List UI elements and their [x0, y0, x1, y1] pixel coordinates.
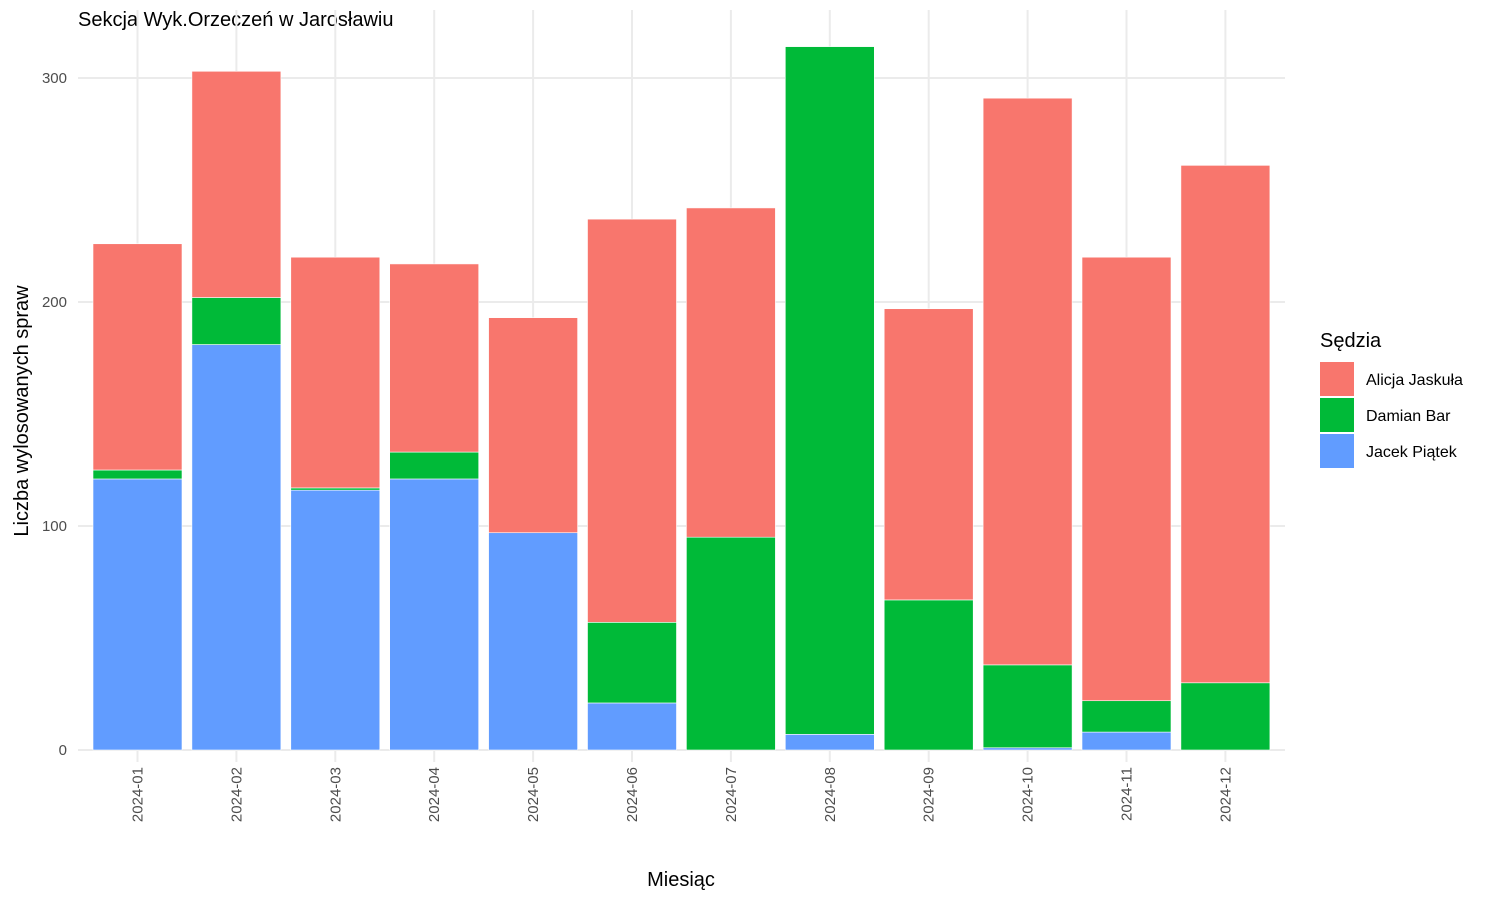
legend-label-2: Jacek Piątek — [1366, 444, 1458, 461]
bar-2024-02-series-0 — [191, 344, 282, 751]
x-tick-label-6: 2024-07 — [723, 767, 740, 822]
bars — [92, 46, 1271, 751]
bar-2024-11-series-0 — [1081, 731, 1172, 751]
bar-2024-01-series-1 — [92, 469, 183, 480]
bar-2024-05-series-2 — [488, 317, 578, 534]
legend-key-2 — [1320, 434, 1354, 468]
bar-2024-02-series-1 — [191, 297, 282, 345]
bar-2024-06-series-2 — [587, 218, 677, 623]
bar-2024-11-series-1 — [1081, 700, 1172, 733]
legend-label-0: Alicja Jaskuła — [1366, 372, 1463, 389]
bar-2024-02-series-2 — [191, 70, 282, 298]
bar-2024-10-series-2 — [982, 97, 1073, 666]
x-tick-label-11: 2024-12 — [1217, 767, 1234, 822]
bar-2024-04-series-1 — [389, 451, 480, 480]
legend-label-1: Damian Bar — [1366, 408, 1451, 425]
x-tick-label-9: 2024-10 — [1020, 767, 1037, 822]
bar-2024-10-series-1 — [982, 664, 1073, 749]
legend: Sędzia Alicja Jaskuła Damian Bar Jacek Pią… — [1320, 330, 1463, 468]
bar-2024-04-series-2 — [389, 263, 480, 453]
y-axis-ticks: 0 100 200 300 — [42, 70, 67, 759]
bar-2024-09-series-2 — [883, 308, 974, 601]
legend-key-0 — [1320, 362, 1354, 396]
x-tick-label-3: 2024-04 — [426, 767, 443, 822]
bar-2024-08-series-0 — [784, 734, 875, 751]
bar-2024-10-series-0 — [982, 747, 1073, 751]
bar-2024-11-series-2 — [1081, 256, 1172, 702]
y-tick-label-3: 300 — [42, 70, 67, 87]
legend-key-1 — [1320, 398, 1354, 432]
y-tick-label-0: 0 — [59, 742, 67, 759]
bar-2024-06-series-0 — [587, 702, 677, 751]
x-tick-label-4: 2024-05 — [525, 767, 542, 822]
x-tick-label-7: 2024-08 — [822, 767, 839, 822]
bar-2024-01-series-2 — [92, 243, 183, 471]
bar-2024-08-series-1 — [784, 46, 875, 735]
bar-2024-07-series-1 — [686, 536, 776, 751]
bar-2024-05-series-0 — [488, 532, 578, 751]
x-tick-label-1: 2024-02 — [228, 767, 245, 822]
x-tick-label-0: 2024-01 — [130, 767, 147, 822]
bar-2024-01-series-0 — [92, 478, 183, 751]
x-tick-label-10: 2024-11 — [1119, 767, 1136, 821]
bar-2024-06-series-1 — [587, 622, 677, 704]
x-tick-label-2: 2024-03 — [327, 767, 344, 822]
x-axis-title: Miesiąc — [647, 869, 715, 891]
bar-2024-04-series-0 — [389, 478, 480, 751]
x-tick-label-8: 2024-09 — [921, 767, 938, 822]
bar-2024-07-series-2 — [686, 207, 776, 538]
bar-2024-12-series-2 — [1180, 165, 1271, 684]
y-axis-title: Liczba wylosowanych spraw — [11, 285, 33, 537]
bar-2024-09-series-1 — [883, 599, 974, 751]
x-axis-ticks: 2024-01 2024-02 2024-03 2024-04 2024-05 2024-… — [130, 767, 1235, 822]
bar-2024-03-series-0 — [290, 489, 381, 751]
bar-2024-03-series-1 — [290, 487, 381, 491]
x-tick-label-5: 2024-06 — [624, 767, 641, 822]
legend-title: Sędzia — [1320, 330, 1382, 352]
y-tick-label-2: 200 — [42, 294, 67, 311]
bar-2024-12-series-1 — [1180, 682, 1271, 751]
y-tick-label-1: 100 — [42, 518, 67, 535]
bar-2024-03-series-2 — [290, 256, 381, 489]
